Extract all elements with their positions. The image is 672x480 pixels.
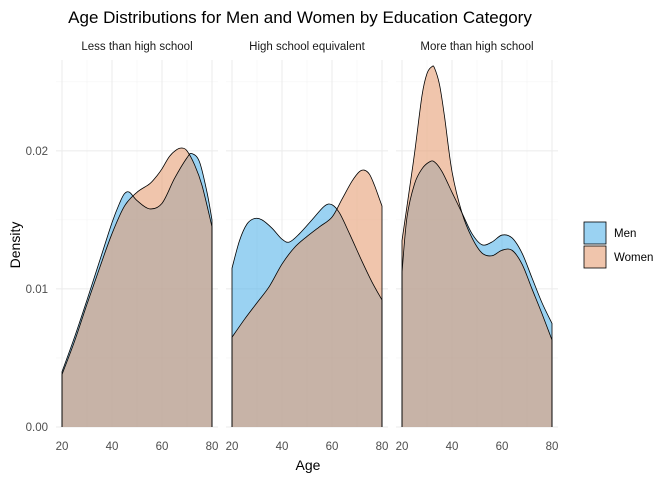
x-tick-label: 40 — [446, 441, 459, 453]
y-axis-title: Density — [7, 222, 23, 269]
x-tick-label: 60 — [326, 441, 339, 453]
facet-strip-label: More than high school — [420, 41, 533, 53]
x-tick-label: 20 — [56, 441, 69, 453]
facet-panel: High school equivalent 20 40 60 80 — [226, 41, 389, 453]
legend: Men Women — [583, 221, 653, 269]
density-line-women — [231, 169, 383, 427]
density-line-women — [61, 147, 213, 427]
x-tick-label: 80 — [206, 441, 219, 453]
x-tick-label: 20 — [226, 441, 239, 453]
density-area-women — [232, 169, 382, 427]
density-line-men — [231, 203, 383, 427]
legend-label: Women — [614, 252, 653, 264]
x-tick-label: 60 — [156, 441, 169, 453]
chart-title: Age Distributions for Men and Women by E… — [68, 8, 532, 27]
x-tick-label: 80 — [546, 441, 559, 453]
density-line-men — [401, 160, 553, 427]
facet-panels: Less than high school 20 40 60 80 0.00 0.01 0.0… — [26, 41, 559, 453]
x-axis-title: Age — [296, 457, 321, 473]
x-tick-label: 40 — [276, 441, 289, 453]
y-tick-label: 0.02 — [26, 146, 48, 158]
facet-strip-label: High school equivalent — [249, 41, 366, 53]
density-line-women — [401, 65, 553, 427]
density-area-women — [402, 65, 552, 427]
x-tick-label: 20 — [396, 441, 409, 453]
x-tick-label: 40 — [106, 441, 119, 453]
density-line-men — [61, 152, 213, 427]
x-tick-label: 80 — [376, 441, 389, 453]
facet-strip-label: Less than high school — [81, 41, 192, 53]
legend-key-men — [583, 221, 607, 245]
legend-key-women — [583, 245, 607, 269]
y-tick-label: 0.00 — [26, 422, 48, 434]
legend-label: Men — [614, 228, 636, 240]
density-area-women — [62, 148, 212, 428]
facet-panel: More than high school 20 40 60 80 — [396, 41, 559, 453]
facet-panel: Less than high school 20 40 60 80 0.00 0.01 0.0… — [26, 41, 219, 453]
y-tick-label: 0.01 — [26, 284, 48, 296]
x-tick-label: 60 — [496, 441, 509, 453]
